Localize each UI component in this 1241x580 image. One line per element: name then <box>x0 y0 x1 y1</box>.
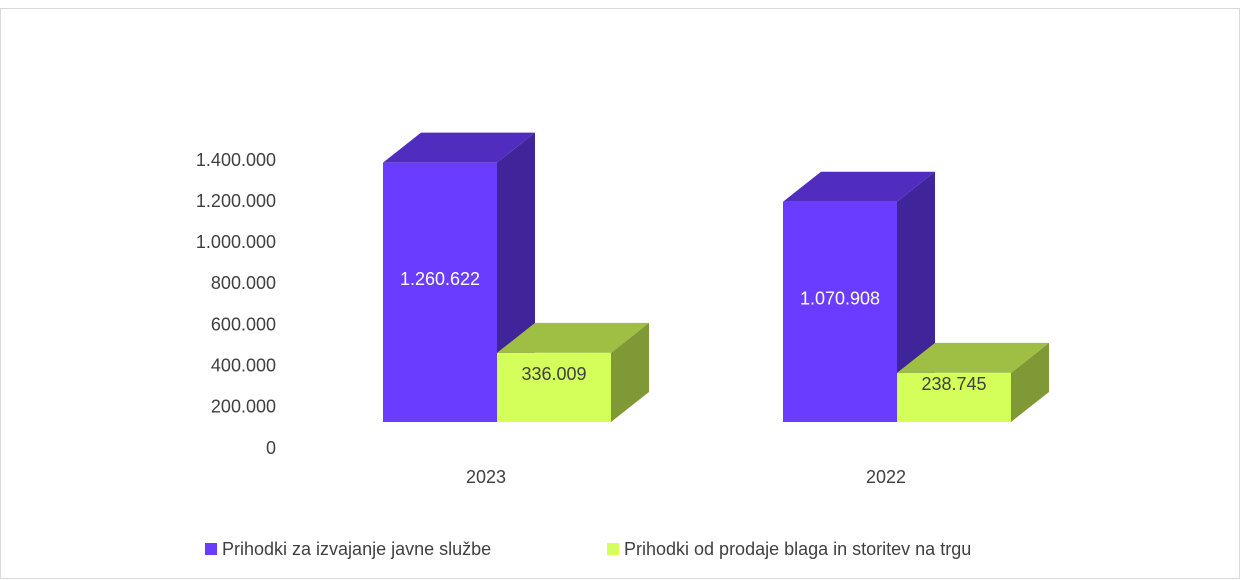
legend-label: Prihodki od prodaje blaga in storitev na… <box>624 539 971 559</box>
bar-top <box>497 322 649 353</box>
y-tick-label: 1.400.000 <box>196 150 276 170</box>
data-label: 336.009 <box>521 364 586 384</box>
y-tick-label: 800.000 <box>211 273 276 293</box>
y-tick-label: 1.000.000 <box>196 232 276 252</box>
bar-top <box>783 171 935 202</box>
legend-label: Prihodki za izvajanje javne službe <box>222 539 491 559</box>
bar-side <box>611 322 649 422</box>
data-label: 1.260.622 <box>400 269 480 289</box>
bar-top <box>897 342 1049 373</box>
y-tick-label: 400.000 <box>211 355 276 375</box>
bar-top <box>383 132 535 163</box>
x-tick-label: 2022 <box>866 467 906 487</box>
y-tick-label: 200.000 <box>211 397 276 417</box>
bar-side <box>1011 342 1049 422</box>
bar <box>497 352 611 422</box>
legend-swatch <box>607 543 619 555</box>
chart-frame <box>0 8 1240 579</box>
y-tick-label: 0 <box>266 438 276 458</box>
bar <box>897 372 1011 422</box>
y-tick-label: 600.000 <box>211 314 276 334</box>
bar <box>383 162 497 422</box>
data-label: 238.745 <box>921 374 986 394</box>
legend-swatch <box>205 543 217 555</box>
data-label: 1.070.908 <box>800 289 880 309</box>
y-tick-label: 1.200.000 <box>196 191 276 211</box>
bar <box>783 201 897 422</box>
x-tick-label: 2023 <box>466 467 506 487</box>
